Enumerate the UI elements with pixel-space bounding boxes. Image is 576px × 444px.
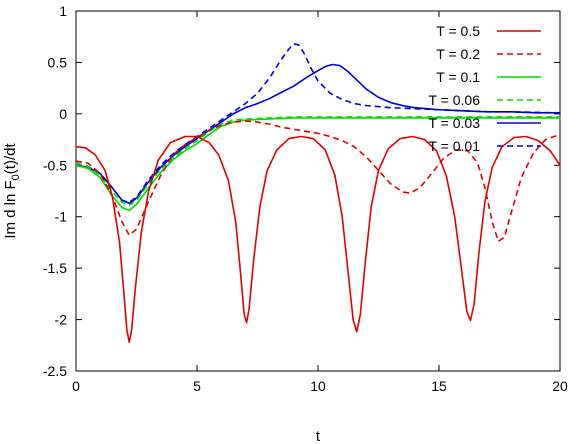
y-tick-label: -2	[55, 312, 68, 328]
legend-label: T = 0.06	[428, 92, 480, 108]
y-tick-label: 0	[59, 106, 67, 122]
x-tick-label: 10	[310, 378, 326, 394]
legend-label: T = 0.2	[436, 46, 480, 62]
x-axis-label: t	[316, 428, 321, 444]
y-tick-label: 0.5	[48, 54, 68, 70]
axis-tick-labels: 0 5 10 15 20 1 0.5 0 -0.5 -1 -1.5 -2 -2.5	[43, 3, 568, 394]
series-line-t-0-01	[75, 43, 561, 204]
series-lines	[75, 43, 561, 343]
legend-label: T = 0.5	[436, 23, 480, 39]
x-tick-label: 20	[552, 378, 568, 394]
y-tick-label: -0.5	[43, 157, 67, 173]
x-tick-label: 0	[72, 378, 80, 394]
legend-label: T = 0.1	[436, 69, 480, 85]
series-line-t-0-06	[75, 116, 560, 207]
y-tick-label: -1.5	[43, 260, 67, 276]
y-tick-label: 1	[59, 3, 67, 19]
legend-label: T = 0.01	[428, 138, 480, 154]
y-tick-label: -2.5	[43, 363, 67, 379]
series-line-t-0-2	[75, 120, 561, 243]
series-line-t-0-03	[75, 63, 561, 205]
series-line-t-0-5	[75, 135, 561, 343]
x-tick-label: 5	[193, 378, 201, 394]
y-axis-label: Im d ln F0(t)/dt	[2, 143, 22, 239]
x-tick-label: 15	[431, 378, 447, 394]
y-tick-label: -1	[55, 209, 68, 225]
legend: T = 0.5 T = 0.2 T = 0.1 T = 0.06 T = 0.03 T =…	[428, 23, 541, 154]
legend-label: T = 0.03	[428, 115, 480, 131]
